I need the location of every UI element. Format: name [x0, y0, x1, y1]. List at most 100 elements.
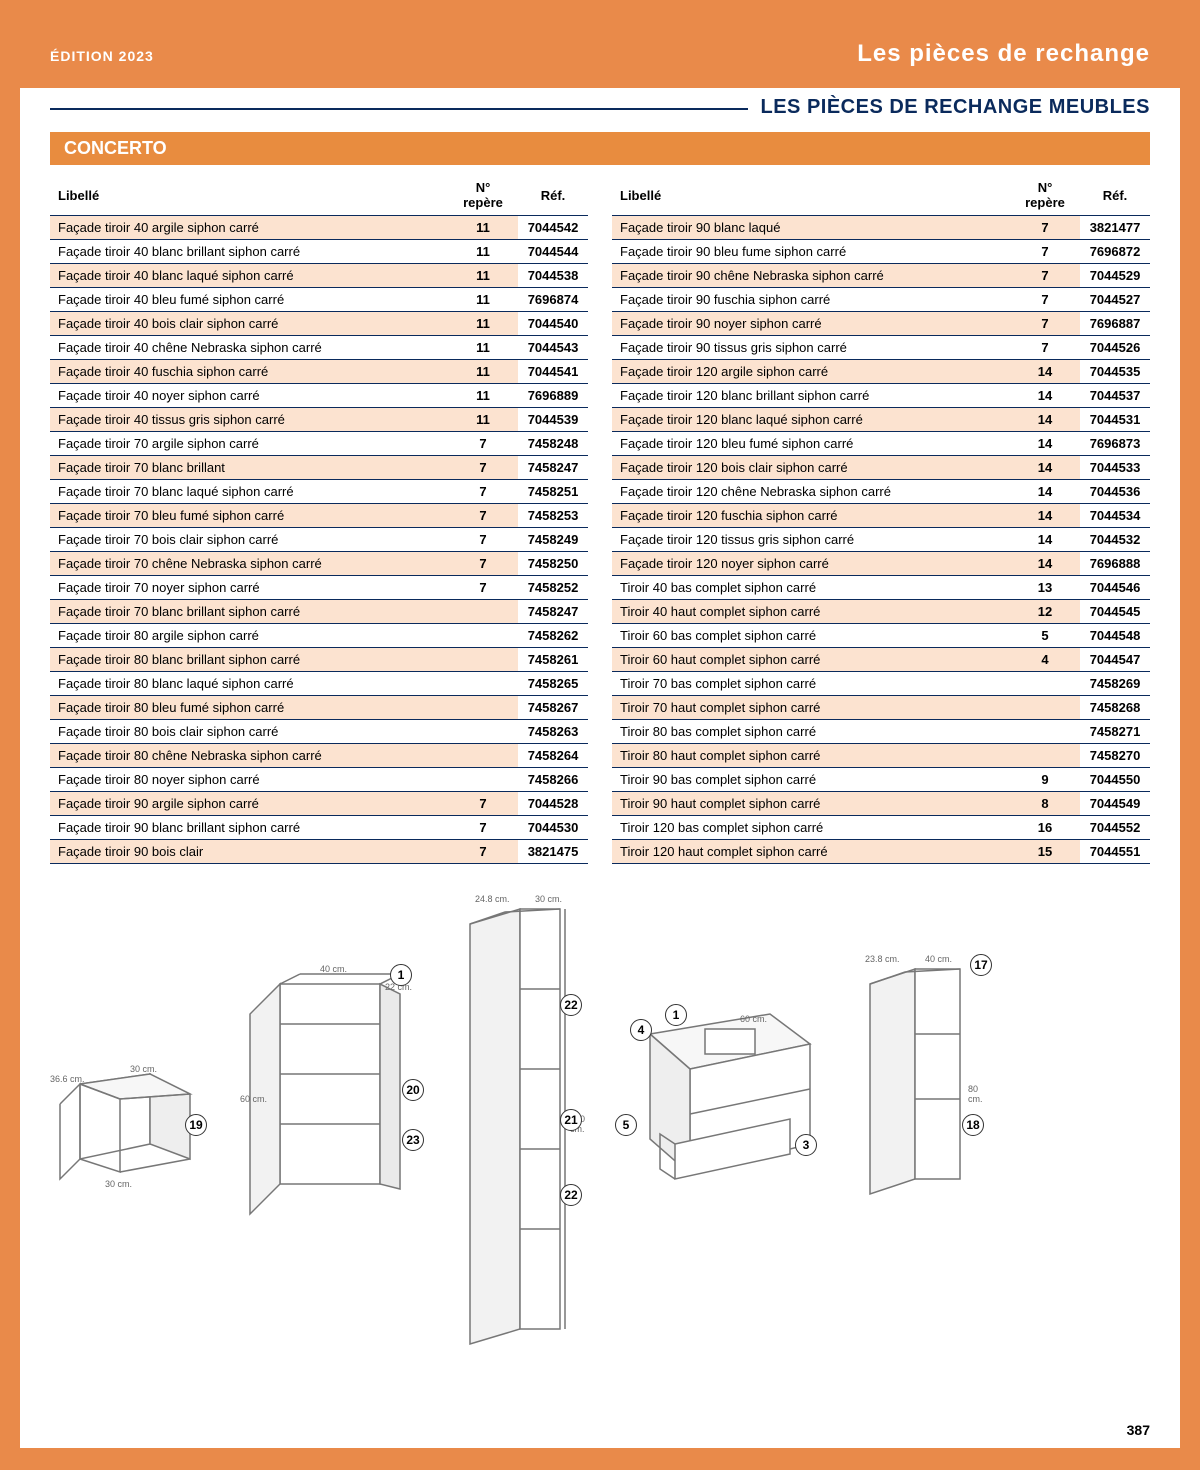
cell-label: Façade tiroir 40 argile siphon carré — [50, 216, 448, 240]
cell-repere: 14 — [1010, 528, 1080, 552]
callout-4: 4 — [630, 1019, 652, 1041]
cell-ref: 7696888 — [1080, 552, 1150, 576]
table-header-row: Libellé N° repère Réf. — [612, 175, 1150, 216]
table-row: Façade tiroir 80 noyer siphon carré74582… — [50, 768, 588, 792]
table-row: Tiroir 60 bas complet siphon carré570445… — [612, 624, 1150, 648]
cell-repere: 11 — [448, 264, 518, 288]
table-row: Façade tiroir 80 chêne Nebraska siphon c… — [50, 744, 588, 768]
cell-repere: 7 — [1010, 240, 1080, 264]
cell-ref: 7044543 — [518, 336, 588, 360]
callout-1: 1 — [390, 964, 412, 986]
cell-repere: 16 — [1010, 816, 1080, 840]
cell-ref: 7044527 — [1080, 288, 1150, 312]
callout-20: 20 — [402, 1079, 424, 1101]
table-row: Façade tiroir 120 noyer siphon carré1476… — [612, 552, 1150, 576]
cell-label: Façade tiroir 90 noyer siphon carré — [612, 312, 1010, 336]
cell-repere: 7 — [448, 432, 518, 456]
tables-wrap: Libellé N° repère Réf. Façade tiroir 40 … — [50, 175, 1150, 864]
callout-23: 23 — [402, 1129, 424, 1151]
table-row: Tiroir 90 haut complet siphon carré87044… — [612, 792, 1150, 816]
cell-label: Façade tiroir 70 blanc brillant — [50, 456, 448, 480]
cell-repere: 7 — [448, 576, 518, 600]
table-row: Façade tiroir 120 bleu fumé siphon carré… — [612, 432, 1150, 456]
cell-label: Façade tiroir 80 bois clair siphon carré — [50, 720, 448, 744]
table-row: Tiroir 80 bas complet siphon carré745827… — [612, 720, 1150, 744]
table-row: Façade tiroir 80 blanc laqué siphon carr… — [50, 672, 588, 696]
cell-ref: 7044547 — [1080, 648, 1150, 672]
table-row: Façade tiroir 70 bleu fumé siphon carré7… — [50, 504, 588, 528]
cell-repere: 7 — [448, 840, 518, 864]
cell-ref: 7044540 — [518, 312, 588, 336]
table-row: Façade tiroir 80 blanc brillant siphon c… — [50, 648, 588, 672]
cell-ref: 7044544 — [518, 240, 588, 264]
cell-repere: 14 — [1010, 432, 1080, 456]
cell-repere: 11 — [448, 240, 518, 264]
cell-label: Façade tiroir 120 blanc brillant siphon … — [612, 384, 1010, 408]
table-row: Tiroir 40 bas complet siphon carré137044… — [612, 576, 1150, 600]
cell-repere: 11 — [448, 216, 518, 240]
cell-repere: 7 — [448, 792, 518, 816]
cell-ref: 7458270 — [1080, 744, 1150, 768]
cell-label: Façade tiroir 80 bleu fumé siphon carré — [50, 696, 448, 720]
cell-repere: 15 — [1010, 840, 1080, 864]
table-header-row: Libellé N° repère Réf. — [50, 175, 588, 216]
cell-repere: 11 — [448, 312, 518, 336]
cell-label: Tiroir 120 bas complet siphon carré — [612, 816, 1010, 840]
cell-label: Façade tiroir 40 bois clair siphon carré — [50, 312, 448, 336]
cell-repere: 14 — [1010, 552, 1080, 576]
cell-repere — [448, 768, 518, 792]
col-ref: Réf. — [1080, 175, 1150, 216]
cell-label: Façade tiroir 70 chêne Nebraska siphon c… — [50, 552, 448, 576]
cell-ref: 7458248 — [518, 432, 588, 456]
table-row: Façade tiroir 70 blanc laqué siphon carr… — [50, 480, 588, 504]
cell-label: Façade tiroir 80 chêne Nebraska siphon c… — [50, 744, 448, 768]
cell-repere: 11 — [448, 288, 518, 312]
table-row: Façade tiroir 40 blanc brillant siphon c… — [50, 240, 588, 264]
dim-label: 60 cm. — [240, 1094, 267, 1104]
cell-ref: 7458271 — [1080, 720, 1150, 744]
cell-repere: 9 — [1010, 768, 1080, 792]
cell-ref: 7044549 — [1080, 792, 1150, 816]
cell-label: Façade tiroir 90 chêne Nebraska siphon c… — [612, 264, 1010, 288]
cell-label: Façade tiroir 120 bois clair siphon carr… — [612, 456, 1010, 480]
table-row: Façade tiroir 70 blanc brillant77458247 — [50, 456, 588, 480]
section-bar: CONCERTO — [50, 132, 1150, 165]
cell-ref: 7458250 — [518, 552, 588, 576]
cell-ref: 7044552 — [1080, 816, 1150, 840]
cell-ref: 7458267 — [518, 696, 588, 720]
table-row: Façade tiroir 70 blanc brillant siphon c… — [50, 600, 588, 624]
table-row: Façade tiroir 90 tissus gris siphon carr… — [612, 336, 1150, 360]
col-ref: Réf. — [518, 175, 588, 216]
cell-repere: 7 — [1010, 264, 1080, 288]
cell-ref: 7458264 — [518, 744, 588, 768]
dim-label: 30 cm. — [535, 894, 562, 904]
cell-ref: 7696873 — [1080, 432, 1150, 456]
parts-table-left: Libellé N° repère Réf. Façade tiroir 40 … — [50, 175, 588, 864]
cell-label: Façade tiroir 90 bois clair — [50, 840, 448, 864]
parts-table-right: Libellé N° repère Réf. Façade tiroir 90 … — [612, 175, 1150, 864]
cell-label: Façade tiroir 40 noyer siphon carré — [50, 384, 448, 408]
table-row: Façade tiroir 40 noyer siphon carré11769… — [50, 384, 588, 408]
cell-repere: 7 — [448, 480, 518, 504]
callout-3: 3 — [795, 1134, 817, 1156]
table-row: Façade tiroir 120 argile siphon carré147… — [612, 360, 1150, 384]
cell-label: Façade tiroir 120 chêne Nebraska siphon … — [612, 480, 1010, 504]
cell-ref: 7458249 — [518, 528, 588, 552]
diagram-tall-column: 24.8 cm. 30 cm. 140 cm. 22 21 22 — [450, 894, 590, 1354]
cell-repere: 7 — [448, 816, 518, 840]
cell-repere — [448, 744, 518, 768]
cell-label: Tiroir 40 haut complet siphon carré — [612, 600, 1010, 624]
cell-repere: 14 — [1010, 360, 1080, 384]
cell-ref: 7044541 — [518, 360, 588, 384]
cell-label: Façade tiroir 40 blanc brillant siphon c… — [50, 240, 448, 264]
cell-ref: 7044536 — [1080, 480, 1150, 504]
cell-ref: 7044550 — [1080, 768, 1150, 792]
table-row: Façade tiroir 70 chêne Nebraska siphon c… — [50, 552, 588, 576]
table-row: Tiroir 40 haut complet siphon carré12704… — [612, 600, 1150, 624]
cell-repere: 7 — [448, 504, 518, 528]
cell-repere: 11 — [448, 384, 518, 408]
callout-17: 17 — [970, 954, 992, 976]
callout-22: 22 — [560, 1184, 582, 1206]
edition-label: ÉDITION 2023 — [50, 48, 154, 64]
cell-ref: 7044532 — [1080, 528, 1150, 552]
